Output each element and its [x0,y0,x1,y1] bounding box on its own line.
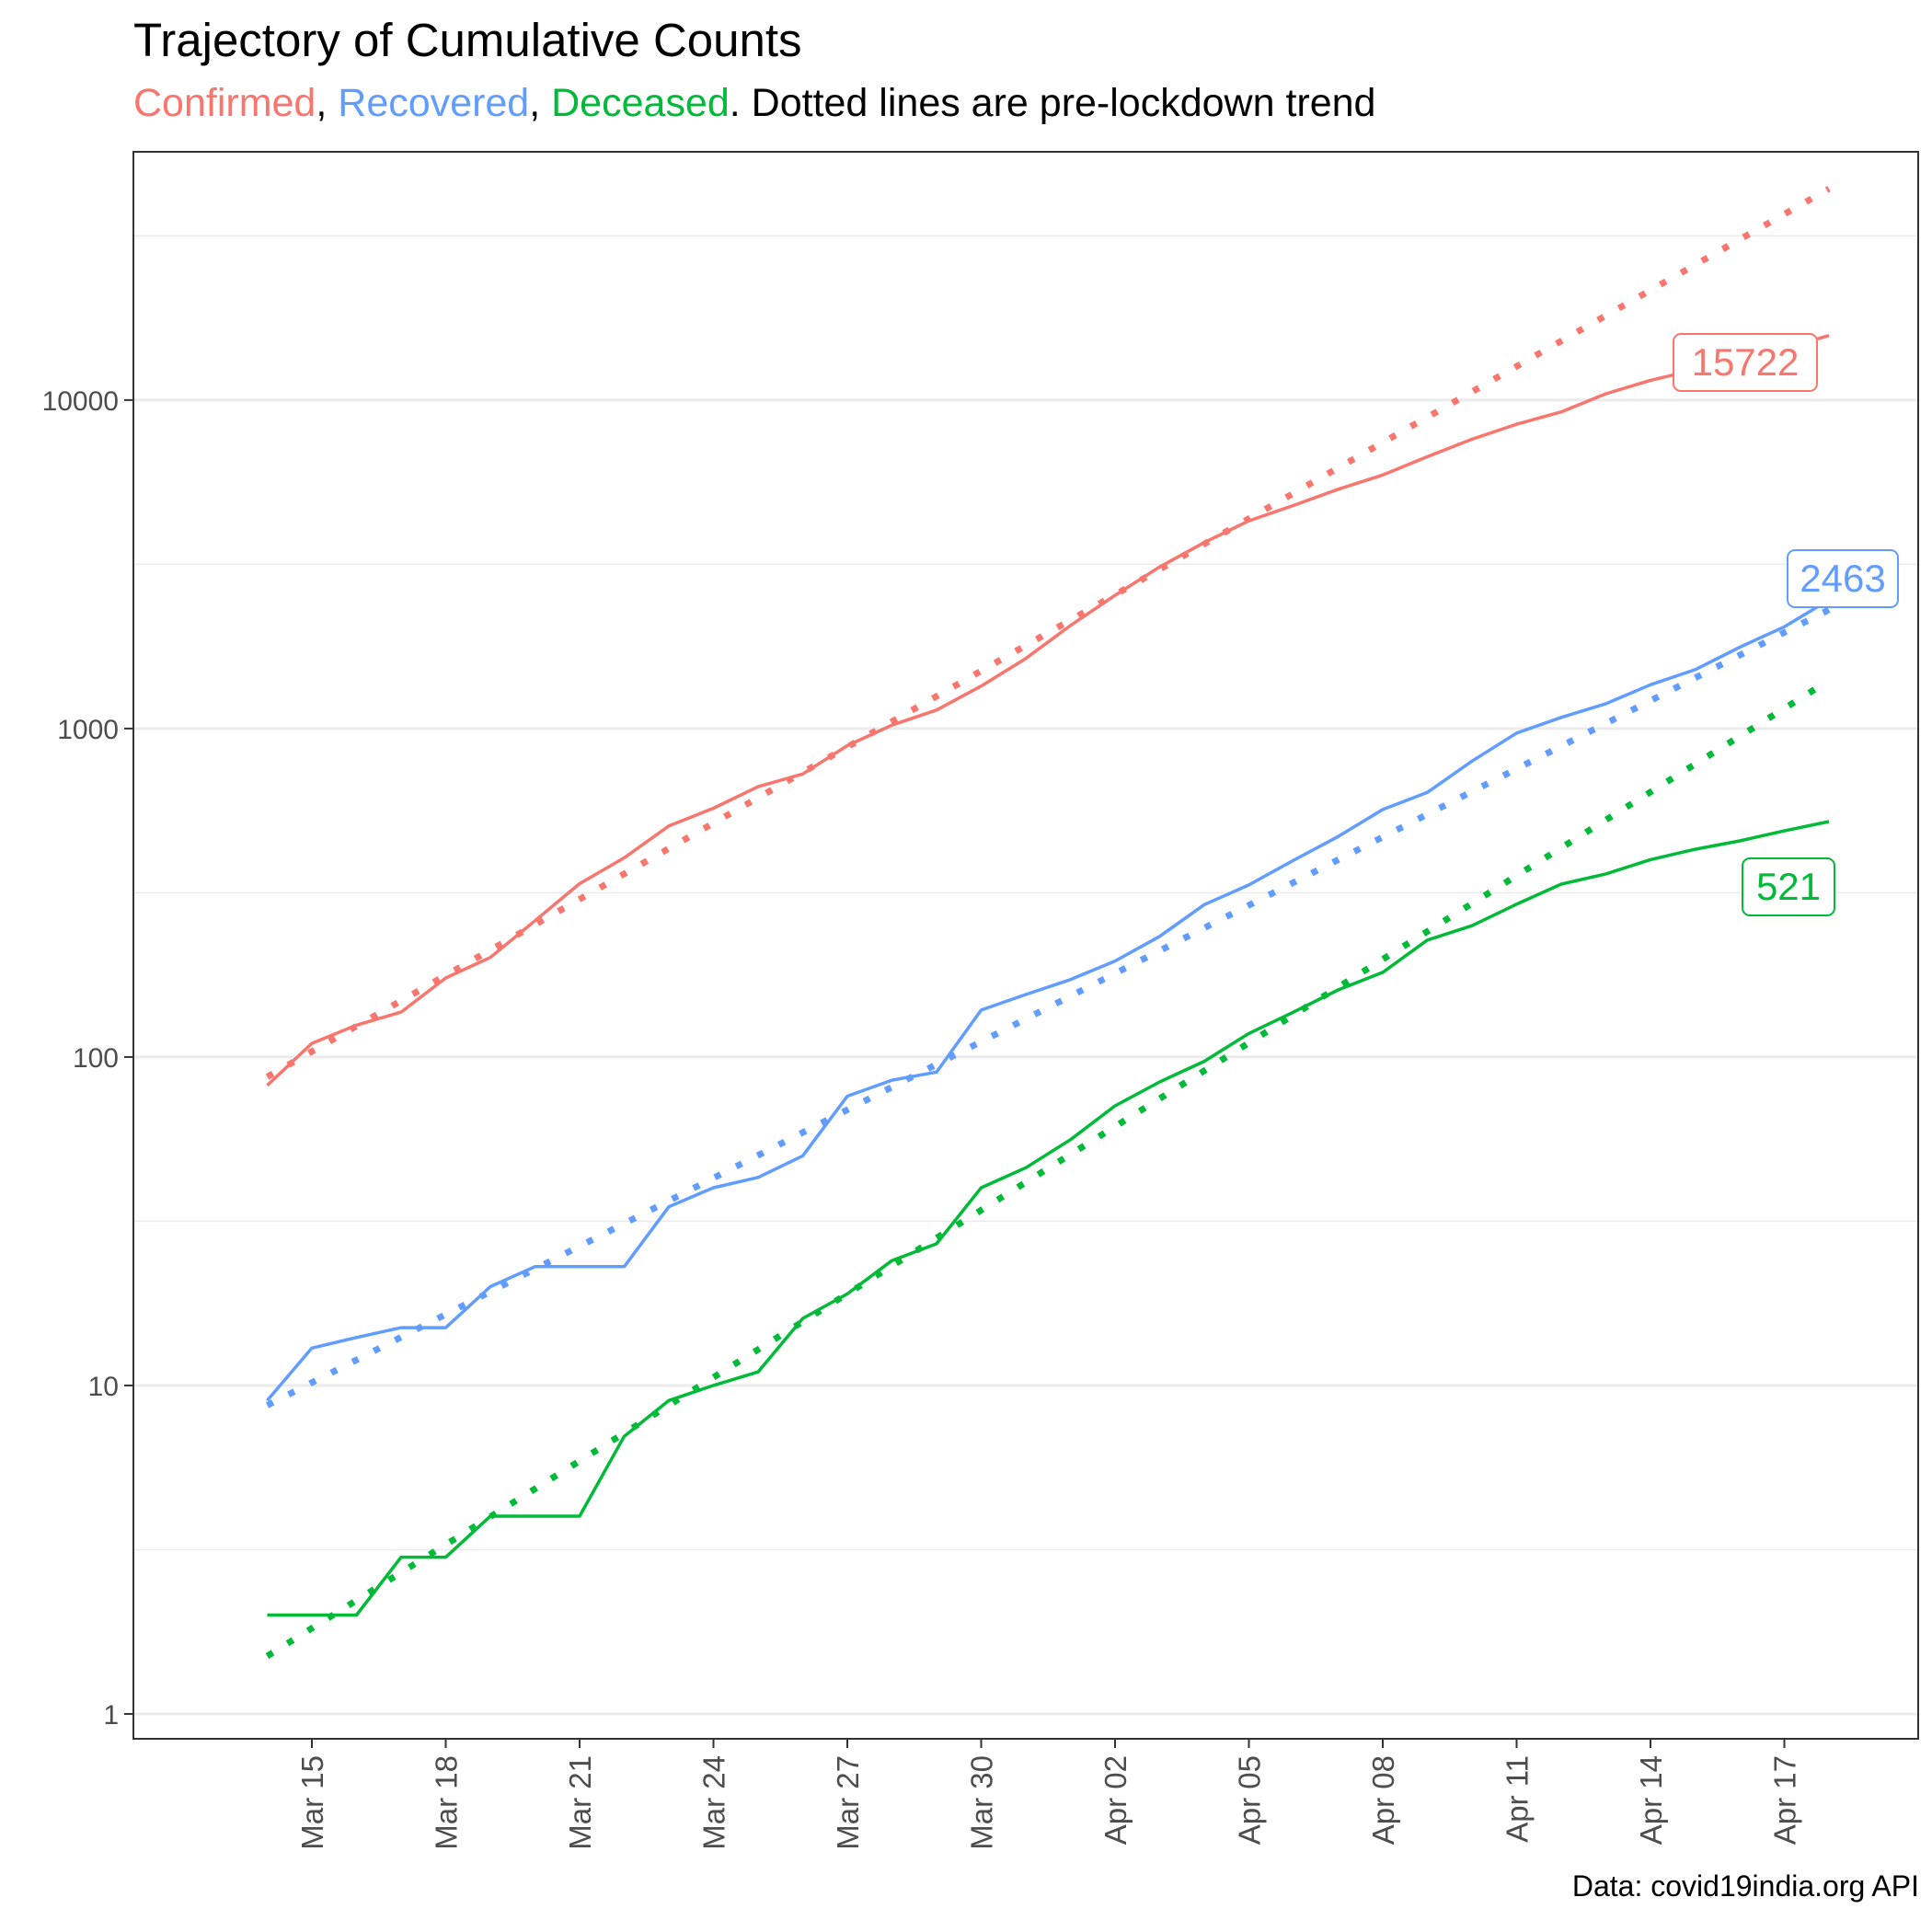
deceased-line [267,820,1830,1617]
x-tick-label: Apr 17 [1768,1755,1802,1845]
subtitle-part-1: , [316,81,339,125]
confirmed-trend-line [265,186,1831,1080]
x-tick-label: Mar 15 [295,1755,329,1850]
recovered-end-label-text: 2463 [1800,557,1885,600]
deceased-trend-line [265,677,1831,1660]
subtitle-part-4: Deceased [551,81,730,125]
confirmed-end-label: 15722 [1673,333,1818,392]
confirmed-end-label-box [1673,333,1818,392]
deceased-end-label-box [1742,857,1835,916]
recovered-line [266,598,1830,1402]
panel-border [132,151,1919,1740]
series-layer [265,186,1831,1660]
confirmed-line [266,334,1830,1087]
x-tick-label: Apr 08 [1366,1755,1400,1845]
recovered-trend-line [265,606,1831,1409]
x-tick-label: Mar 21 [563,1755,597,1850]
subtitle-part-5: . Dotted lines are pre-lockdown trend [729,81,1376,125]
x-tick-label: Apr 11 [1501,1755,1535,1843]
subtitle-part-0: Confirmed [133,81,316,125]
chart-title: Trajectory of Cumulative Counts [133,14,802,66]
y-tick-label: 10000 [42,386,119,417]
recovered-end-label: 2463 [1787,549,1899,608]
deceased-end-label: 521 [1742,857,1835,916]
x-tick-label: Mar 27 [831,1755,865,1850]
deceased-end-label-text: 521 [1756,865,1821,908]
grid-layer [133,235,1918,1716]
chart-caption: Data: covid19india.org API [1571,1869,1919,1903]
x-tick-label: Apr 02 [1098,1755,1133,1845]
x-tick-label: Mar 24 [697,1755,731,1850]
axis-layer: 1 10 100 1000 10000 Mar 15 Mar 18 Mar 21 Mar 24 M… [42,386,1802,1850]
y-tick-label: 1000 [57,715,119,745]
x-tick-label: Apr 14 [1634,1755,1668,1845]
subtitle-part-2: Recovered [338,81,530,125]
recovered-end-label-box [1787,549,1899,608]
x-tick-label: Mar 18 [430,1755,464,1850]
y-tick-label: 1 [103,1700,119,1731]
y-tick-label: 10 [88,1372,119,1402]
x-tick-label: Mar 30 [965,1755,999,1850]
x-tick-label: Apr 05 [1233,1755,1267,1845]
y-tick-label: 100 [73,1043,119,1074]
label-layer: 15722 2463 521 [1673,333,1899,916]
chart-subtitle: Confirmed, Recovered, Deceased. Dotted l… [133,81,1375,126]
confirmed-end-label-text: 15722 [1692,340,1800,384]
subtitle-part-3: , [529,81,552,125]
